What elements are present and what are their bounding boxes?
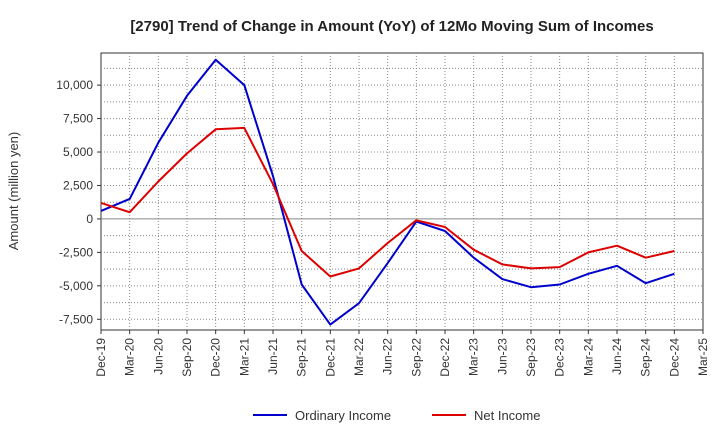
x-tick-label: Jun-23 (495, 338, 509, 375)
x-axis-ticks: Dec-19 Mar-20 Jun-20 Sep-20 Dec-20 Mar-21 Jun-… (94, 330, 710, 377)
x-tick-label: Jun-24 (610, 338, 624, 375)
plot-area (100, 52, 704, 331)
x-tick-label: Jun-21 (266, 338, 280, 375)
x-tick-label: Sep-23 (524, 338, 538, 377)
chart-title: [2790] Trend of Change in Amount (YoY) o… (130, 18, 653, 35)
x-tick-label: Dec-23 (553, 338, 567, 377)
x-tick-label: Mar-24 (581, 338, 595, 376)
y-tick-label: -2,500 (59, 245, 93, 259)
series-line-net-income (100, 126, 675, 278)
y-axis-ticks: -7,500 -5,000 -2,500 0 2,500 5,000 7,500 10,000 (56, 78, 101, 326)
y-tick-label: 0 (86, 212, 93, 226)
x-tick-label: Dec-20 (209, 338, 223, 377)
x-tick-label: Jun-22 (381, 338, 395, 375)
y-tick-label: 2,500 (63, 178, 93, 192)
x-tick-label: Sep-24 (639, 338, 653, 377)
legend-label: Ordinary Income (295, 408, 391, 423)
legend: Ordinary Income Net Income (253, 408, 540, 423)
x-tick-label: Jun-20 (151, 338, 165, 375)
y-tick-label: 10,000 (56, 78, 93, 92)
x-tick-label: Dec-19 (94, 338, 108, 377)
x-tick-label: Mar-25 (696, 338, 710, 376)
y-tick-label: -7,500 (59, 312, 93, 326)
x-tick-label: Mar-23 (467, 338, 481, 376)
x-tick-label: Sep-21 (295, 338, 309, 377)
x-tick-label: Mar-20 (123, 338, 137, 376)
plot-frame (100, 52, 704, 331)
series-line-ordinary-income (100, 58, 675, 326)
y-tick-label: 5,000 (63, 145, 93, 159)
legend-label: Net Income (474, 408, 540, 423)
grid (101, 53, 703, 330)
y-tick-label: -5,000 (59, 279, 93, 293)
x-tick-label: Sep-20 (180, 338, 194, 377)
x-tick-label: Dec-24 (667, 338, 681, 377)
x-tick-label: Dec-21 (323, 338, 337, 377)
x-tick-label: Mar-21 (237, 338, 251, 376)
x-tick-label: Sep-22 (409, 338, 423, 377)
y-tick-label: 7,500 (63, 112, 93, 126)
x-tick-label: Mar-22 (352, 338, 366, 376)
y-axis-label: Amount (million yen) (6, 132, 21, 251)
x-tick-label: Dec-22 (438, 338, 452, 377)
series-lines (100, 58, 675, 326)
